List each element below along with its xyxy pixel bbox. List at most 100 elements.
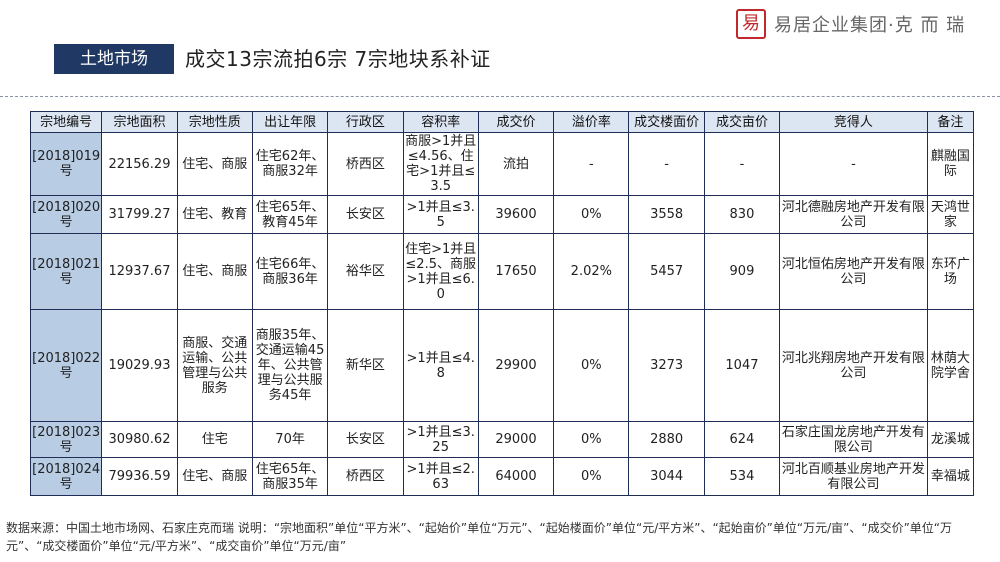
column-header: 容积率 <box>402 111 479 133</box>
table-cell: 河北兆翔房地产开发有限公司 <box>779 309 928 422</box>
table-cell: 3273 <box>628 309 705 422</box>
table-row: [2018]020号 31799.27 住宅、教育 住宅65年、教育45年 长安… <box>29 195 975 234</box>
table-cell: 830 <box>703 195 781 234</box>
table-header-row: 宗地编号 宗地面积 宗地性质 出让年限 行政区 容积率 成交价 溢价率 成交楼面… <box>29 111 975 133</box>
table-cell: 22156.29 <box>101 132 178 196</box>
table-cell: 住宅>1并且≤2.5、商服>1并且≤6.0 <box>402 233 479 310</box>
table-cell: 1047 <box>703 309 781 422</box>
table-cell: 桥西区 <box>327 132 404 196</box>
table-cell: - <box>553 132 630 196</box>
table-cell: 70年 <box>251 421 329 458</box>
table-cell: - <box>628 132 705 196</box>
table-cell: 林荫大院学舍 <box>926 309 975 422</box>
parcel-id-cell: [2018]019号 <box>29 132 103 196</box>
table-cell: >1并且≤4.8 <box>402 309 479 422</box>
table-cell: 河北恒佑房地产开发有限公司 <box>779 233 928 310</box>
table-cell: 河北德融房地产开发有限公司 <box>779 195 928 234</box>
table-cell: 天鸿世家 <box>926 195 975 234</box>
table-row: [2018]023号 30980.62 住宅 70年 长安区 >1并且≤3.25… <box>29 421 975 458</box>
table-cell: 住宅62年、商服32年 <box>251 132 329 196</box>
source-note: 数据来源：中国土地市场网、石家庄克而瑞 说明：“宗地面积”单位“平方米”、“起始… <box>6 521 953 553</box>
table-cell: 幸福城 <box>926 457 975 496</box>
column-header: 宗地面积 <box>101 111 178 133</box>
table-cell: 3558 <box>628 195 705 234</box>
table-cell: 长安区 <box>327 421 404 458</box>
table-cell: 桥西区 <box>327 457 404 496</box>
page-title: 成交13宗流拍6宗 7宗地块系补证 <box>185 47 491 71</box>
brand-name: 易居企业集团·克 而 瑞 <box>774 15 966 36</box>
land-transaction-table: 宗地编号 宗地面积 宗地性质 出让年限 行政区 容积率 成交价 溢价率 成交楼面… <box>29 111 975 496</box>
section-tag: 土地市场 <box>54 44 174 74</box>
table-cell: 商服、交通运输、公共管理与公共服务 <box>176 309 253 422</box>
table-cell: 12937.67 <box>101 233 178 310</box>
table-cell: 0% <box>553 457 630 496</box>
column-header: 成交亩价 <box>703 111 781 133</box>
parcel-id-cell: [2018]023号 <box>29 421 103 458</box>
table-cell: 住宅 <box>176 421 253 458</box>
table-cell: 石家庄国龙房地产开发有限公司 <box>779 421 928 458</box>
table-cell: 长安区 <box>327 195 404 234</box>
table-cell: 29000 <box>477 421 555 458</box>
table-cell: 29900 <box>477 309 555 422</box>
table-cell: 5457 <box>628 233 705 310</box>
table-cell: 19029.93 <box>101 309 178 422</box>
table-cell: >1并且≤3.25 <box>402 421 479 458</box>
parcel-id-cell: [2018]022号 <box>29 309 103 422</box>
table-row: [2018]019号 22156.29 住宅、商服 住宅62年、商服32年 桥西… <box>29 132 975 196</box>
column-header: 出让年限 <box>251 111 329 133</box>
table-cell: 流拍 <box>477 132 555 196</box>
table-cell: 住宅、商服 <box>176 233 253 310</box>
column-header: 行政区 <box>327 111 404 133</box>
table-cell: 河北百顺基业房地产开发有限公司 <box>779 457 928 496</box>
table-cell: 东环广场 <box>926 233 975 310</box>
table-cell: 商服>1并且≤4.56、住宅>1并且≤3.5 <box>402 132 479 196</box>
table-cell: 裕华区 <box>327 233 404 310</box>
column-header: 溢价率 <box>553 111 630 133</box>
table-cell: 79936.59 <box>101 457 178 496</box>
table-cell: 30980.62 <box>101 421 178 458</box>
column-header: 备注 <box>926 111 975 133</box>
parcel-id-cell: [2018]024号 <box>29 457 103 496</box>
brand: 易 易居企业集团·克 而 瑞 <box>736 6 965 42</box>
table-cell: 住宅、商服 <box>176 457 253 496</box>
table-cell: 麒融国际 <box>926 132 975 196</box>
table-cell: 龙溪城 <box>926 421 975 458</box>
header-divider <box>0 96 1000 97</box>
table-row: [2018]021号 12937.67 住宅、商服 住宅66年、商服36年 裕华… <box>29 233 975 310</box>
table-cell: >1并且≤2.63 <box>402 457 479 496</box>
column-header: 成交价 <box>477 111 555 133</box>
table-cell: 0% <box>553 309 630 422</box>
column-header: 宗地编号 <box>29 111 103 133</box>
table-cell: 新华区 <box>327 309 404 422</box>
table-cell: 商服35年、交通运输45年、公共管理与公共服务45年 <box>251 309 329 422</box>
table-cell: 住宅、教育 <box>176 195 253 234</box>
column-header: 宗地性质 <box>176 111 253 133</box>
table-cell: 0% <box>553 195 630 234</box>
table-cell: 2880 <box>628 421 705 458</box>
table-cell: 39600 <box>477 195 555 234</box>
page-header: 土地市场 成交13宗流拍6宗 7宗地块系补证 易 易居企业集团·克 而 瑞 <box>0 0 1000 95</box>
table-cell: 住宅66年、商服36年 <box>251 233 329 310</box>
table-cell: 909 <box>703 233 781 310</box>
table-cell: 住宅、商服 <box>176 132 253 196</box>
table-cell: 64000 <box>477 457 555 496</box>
parcel-id-cell: [2018]020号 <box>29 195 103 234</box>
table-cell: 3044 <box>628 457 705 496</box>
table-cell: - <box>779 132 928 196</box>
table-cell: 0% <box>553 421 630 458</box>
brand-logo-icon: 易 <box>736 9 766 39</box>
table-cell: 624 <box>703 421 781 458</box>
parcel-id-cell: [2018]021号 <box>29 233 103 310</box>
table-cell: - <box>703 132 781 196</box>
table-row: [2018]022号 19029.93 商服、交通运输、公共管理与公共服务 商服… <box>29 309 975 422</box>
table-cell: >1并且≤3.5 <box>402 195 479 234</box>
table-cell: 534 <box>703 457 781 496</box>
table-row: [2018]024号 79936.59 住宅、商服 住宅65年、商服35年 桥西… <box>29 457 975 496</box>
table-cell: 住宅65年、商服35年 <box>251 457 329 496</box>
column-header: 成交楼面价 <box>628 111 705 133</box>
table-cell: 2.02% <box>553 233 630 310</box>
column-header: 竞得人 <box>779 111 928 133</box>
table-cell: 31799.27 <box>101 195 178 234</box>
table-cell: 住宅65年、教育45年 <box>251 195 329 234</box>
table-cell: 17650 <box>477 233 555 310</box>
